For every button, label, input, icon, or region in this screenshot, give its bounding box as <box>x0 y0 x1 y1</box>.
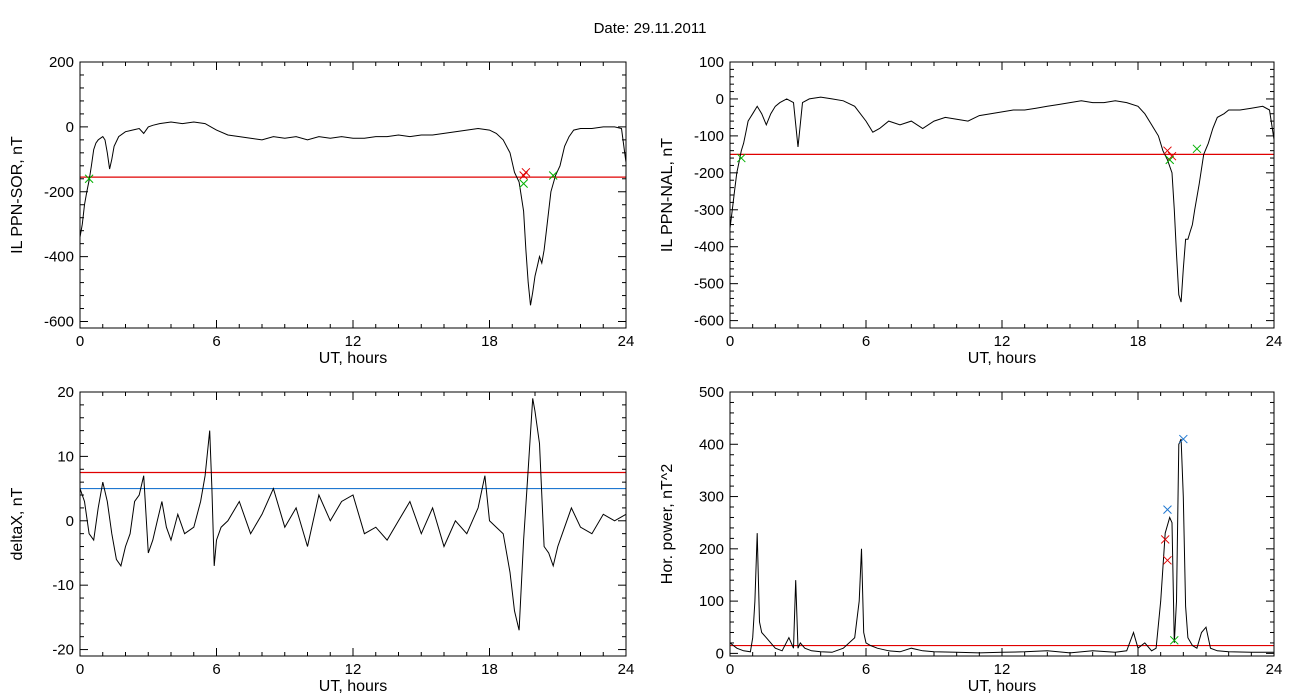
y-axis-label: IL PPN-NAL, nT <box>659 138 676 252</box>
event-marker <box>1165 155 1175 165</box>
y-tick-label: 100 <box>699 593 724 610</box>
y-tick-label: -200 <box>694 165 724 182</box>
x-tick-label: 0 <box>726 661 734 678</box>
x-tick-label: 18 <box>481 333 498 350</box>
x-tick-label: 24 <box>618 333 635 350</box>
y-axis-label: deltaX, nT <box>9 487 26 560</box>
y-tick-label: 10 <box>57 448 74 465</box>
series-line <box>730 96 1274 303</box>
event-marker <box>1163 146 1172 156</box>
x-tick-label: 12 <box>345 661 362 678</box>
event-marker <box>1160 535 1170 544</box>
x-tick-label: 18 <box>1130 661 1147 678</box>
event-marker <box>548 171 558 180</box>
y-axis-label: IL PPN-SOR, nT <box>9 136 26 254</box>
y-tick-label: 400 <box>699 436 724 453</box>
x-axis-label: UT, hours <box>968 678 1036 695</box>
y-tick-label: 100 <box>699 54 724 71</box>
y-tick-label: 200 <box>49 54 74 71</box>
y-tick-label: -400 <box>694 239 724 256</box>
x-tick-label: 12 <box>345 333 362 350</box>
x-tick-label: 6 <box>862 333 870 350</box>
y-tick-label: -200 <box>44 184 74 201</box>
y-tick-label: -300 <box>694 202 724 219</box>
series-line <box>80 121 626 306</box>
event-marker <box>519 179 528 188</box>
y-tick-label: 0 <box>66 513 74 530</box>
y-tick-label: -10 <box>52 577 74 594</box>
event-marker <box>1163 555 1172 565</box>
chart-panel-nal: 0 6 12 18 24 -600 -500 -400 -300 -200 -100 0 100 UT, … <box>659 54 1282 367</box>
y-tick-label: -100 <box>694 128 724 145</box>
event-marker <box>1163 505 1172 514</box>
y-tick-label: 0 <box>716 91 724 108</box>
x-tick-label: 6 <box>862 661 870 678</box>
y-axis-label: Hor. power, nT^2 <box>659 464 676 585</box>
x-tick-label: 18 <box>1130 333 1147 350</box>
x-axis-label: UT, hours <box>968 350 1036 367</box>
x-tick-label: 24 <box>618 661 635 678</box>
plot-frame <box>79 61 627 329</box>
y-tick-label: 200 <box>699 541 724 558</box>
chart-panel-sor: 0 6 12 18 24 -600 -400 -200 0 200 UT, hours IL PPN-… <box>9 54 634 367</box>
event-marker <box>736 153 746 163</box>
y-tick-label: -500 <box>694 276 724 293</box>
x-tick-label: 6 <box>212 333 220 350</box>
plot-frame <box>79 391 627 657</box>
x-tick-label: 0 <box>76 333 84 350</box>
x-tick-label: 0 <box>726 333 734 350</box>
x-tick-label: 0 <box>76 661 84 678</box>
y-tick-label: -600 <box>694 313 724 330</box>
x-axis-label: UT, hours <box>319 350 387 367</box>
y-tick-label: -600 <box>44 314 74 331</box>
chart-panel-hor-power: 0 6 12 18 24 0 100 200 300 400 500 UT, hours Hor. po… <box>659 384 1282 695</box>
event-marker <box>84 174 94 184</box>
y-tick-label: 0 <box>716 645 724 662</box>
y-tick-label: -400 <box>44 249 74 266</box>
series-line <box>80 398 626 631</box>
x-tick-label: 12 <box>994 333 1011 350</box>
x-tick-label: 12 <box>994 661 1011 678</box>
x-tick-label: 24 <box>1266 333 1283 350</box>
plot-frame <box>729 61 1275 329</box>
y-tick-label: -20 <box>52 642 74 659</box>
figure-title: Date: 29.11.2011 <box>593 20 707 37</box>
x-tick-label: 18 <box>481 661 498 678</box>
event-marker <box>521 167 531 177</box>
plot-frame <box>729 391 1275 657</box>
y-tick-label: 300 <box>699 489 724 506</box>
x-axis-label: UT, hours <box>319 678 387 695</box>
event-marker <box>1178 434 1188 444</box>
y-tick-label: 20 <box>57 384 74 401</box>
x-tick-label: 6 <box>212 661 220 678</box>
y-tick-label: 0 <box>66 119 74 136</box>
event-marker <box>1169 635 1179 645</box>
x-tick-label: 24 <box>1266 661 1283 678</box>
event-marker <box>1192 144 1202 154</box>
chart-panel-deltax: 0 6 12 18 24 -20 -10 0 10 20 UT, hours deltaX, nT <box>9 384 634 695</box>
y-tick-label: 500 <box>699 384 724 401</box>
series-line <box>730 438 1274 654</box>
